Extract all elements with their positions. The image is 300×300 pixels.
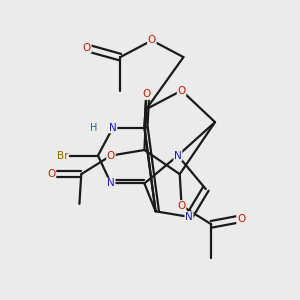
Text: O: O bbox=[142, 89, 150, 99]
Text: O: O bbox=[178, 201, 186, 211]
Text: N: N bbox=[174, 151, 182, 160]
Text: O: O bbox=[83, 43, 91, 53]
Text: N: N bbox=[185, 212, 193, 222]
Text: O: O bbox=[178, 85, 186, 96]
Text: H: H bbox=[90, 123, 97, 133]
Text: Br: Br bbox=[57, 151, 68, 160]
Text: O: O bbox=[237, 214, 245, 224]
Text: O: O bbox=[148, 35, 156, 45]
Text: N: N bbox=[109, 123, 117, 133]
Text: N: N bbox=[107, 178, 115, 188]
Text: O: O bbox=[107, 151, 115, 160]
Text: O: O bbox=[47, 169, 56, 179]
